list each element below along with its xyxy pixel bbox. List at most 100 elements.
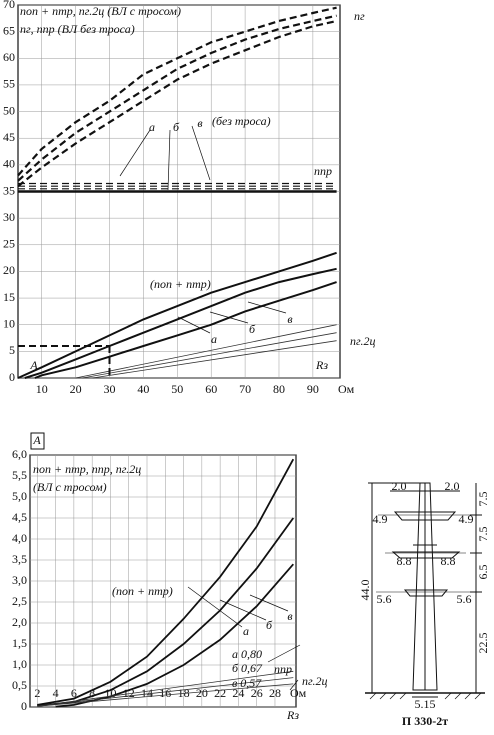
- y-tick-label: 50: [3, 103, 15, 117]
- dimension-label: 4.9: [459, 512, 474, 526]
- leader-line: [219, 599, 267, 621]
- y-tick-label: 5: [9, 343, 15, 357]
- annotation: а 0,80: [232, 647, 262, 661]
- y-tick-label: 25: [3, 237, 15, 251]
- annotation: б: [249, 322, 256, 336]
- leader-line: [267, 644, 301, 663]
- series-line: [17, 251, 337, 379]
- series-line: [75, 324, 337, 379]
- x-axis-label: Rз: [315, 358, 328, 372]
- annotation: б: [266, 618, 273, 632]
- x-tick-label: 70: [239, 382, 251, 396]
- series-line: [17, 14, 337, 182]
- annotation: A: [29, 358, 38, 372]
- y-tick-label: 3,0: [12, 573, 27, 587]
- y-tick-label: 2,0: [12, 615, 27, 629]
- y-tick-label: 65: [3, 23, 15, 37]
- dimension-label: 4.9: [373, 512, 388, 526]
- dimension-label: 8.8: [441, 554, 456, 568]
- leader-line: [119, 129, 151, 177]
- annotation: в: [197, 116, 202, 130]
- annotation: nпр: [274, 662, 292, 676]
- dimension-label: 22.5: [476, 633, 490, 654]
- series-line: [17, 6, 337, 177]
- y-tick-label: 20: [3, 263, 15, 277]
- series-line: [37, 458, 295, 706]
- leader-line: [289, 679, 299, 691]
- annotation: (nоп + nтр): [150, 277, 211, 291]
- annotation: а: [243, 624, 249, 638]
- y-tick-label: 0: [9, 370, 15, 384]
- annotation: nг.2ц: [350, 334, 376, 348]
- x-tick-label: 80: [273, 382, 285, 396]
- x-unit: Ом: [338, 382, 355, 396]
- dimension-label: 2.0: [392, 479, 407, 493]
- y-tick-label: 45: [3, 130, 15, 144]
- series-line: [24, 267, 337, 379]
- leader-line: [247, 301, 287, 314]
- leader-line: [177, 316, 211, 334]
- dimension-label: 7.5: [476, 527, 490, 542]
- annotation: б 0,67: [232, 661, 263, 675]
- dimension-label: 6.5: [476, 565, 490, 580]
- y-tick-label: 0: [21, 699, 27, 713]
- ground-hatch: [369, 692, 482, 700]
- y-tick-label: 5,5: [12, 468, 27, 482]
- x-tick-label: 50: [171, 382, 183, 396]
- y-tick-label: 55: [3, 77, 15, 91]
- annotation: в: [287, 609, 292, 623]
- x-tick-label: 60: [205, 382, 217, 396]
- y-tick-label: 3,5: [12, 552, 27, 566]
- y-tick-label: 4,5: [12, 510, 27, 524]
- series-line: [82, 332, 337, 379]
- x-tick-label: 20: [70, 382, 82, 396]
- leader-line: [167, 129, 171, 191]
- annotation: nпр: [314, 164, 332, 178]
- annotation: (без троса): [212, 114, 271, 128]
- series-line: [92, 340, 337, 379]
- y-tick-label: 10: [3, 316, 15, 330]
- y-tick-label: 15: [3, 290, 15, 304]
- annotation: nг, nпр (ВЛ без троса): [20, 22, 135, 36]
- annotation: nоп + nтр, nг.2ц (ВЛ с тросом): [20, 4, 181, 18]
- y-tick-label: 4,0: [12, 531, 27, 545]
- annotation: в 0,57: [232, 676, 262, 690]
- annotation: б: [173, 120, 180, 134]
- dimension-label: 7.5: [476, 492, 490, 507]
- x-tick-label: 10: [36, 382, 48, 396]
- y-tick-label: 6,0: [12, 447, 27, 461]
- y-tick-label: 0,5: [12, 678, 27, 692]
- leader-line: [249, 594, 289, 612]
- annotation: (nоп + nтр): [112, 584, 173, 598]
- y-tick-label: 2,5: [12, 594, 27, 608]
- x-axis-label: Rз: [286, 708, 299, 722]
- y-tick-label: 5,0: [12, 489, 27, 503]
- series-line: [37, 670, 294, 707]
- annotation: A: [32, 433, 41, 447]
- annotation: а: [149, 120, 155, 134]
- annotation: (ВЛ с тросом): [33, 480, 107, 494]
- annotation: nг.2ц: [302, 674, 328, 688]
- a-box: [30, 432, 45, 450]
- dimension-label: 5.6: [457, 592, 472, 606]
- annotation: в: [287, 312, 292, 326]
- dimension-label: 5.6: [377, 592, 392, 606]
- x-tick-label: 30: [104, 382, 116, 396]
- annotation: nоп + nтр, nпр, nг.2ц: [33, 462, 141, 476]
- leader-line: [209, 311, 249, 324]
- leader-line: [191, 125, 211, 181]
- y-tick-label: 70: [3, 0, 15, 11]
- series-line: [37, 677, 294, 707]
- y-tick-label: 40: [3, 157, 15, 171]
- series-line: [34, 281, 337, 379]
- x-tick-label: 90: [307, 382, 319, 396]
- tower-caption: П 330-2т: [402, 714, 448, 728]
- y-tick-label: 30: [3, 210, 15, 224]
- dimension-label: 44.0: [358, 580, 372, 601]
- series-line: [37, 683, 294, 707]
- leader-line: [187, 586, 243, 628]
- x-unit: Ом: [290, 686, 307, 700]
- y-tick-label: 1,0: [12, 657, 27, 671]
- y-tick-label: 35: [3, 183, 15, 197]
